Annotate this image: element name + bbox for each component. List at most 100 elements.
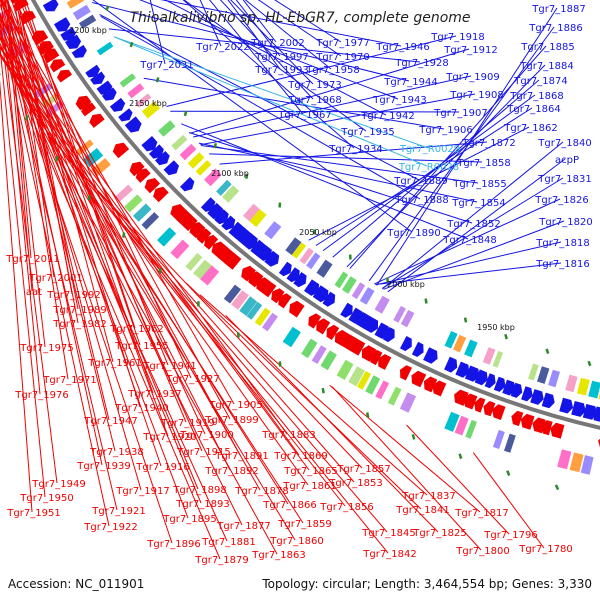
gene-label: Tgr7_1909 [445,72,499,83]
gene-label: Tgr7_1858 [456,158,510,169]
plus-strand-gene [101,87,117,101]
gene-label: Tgr7_1941 [142,361,196,372]
leader-line [166,35,457,107]
leader-line [368,26,555,282]
leader-line [0,12,118,511]
leader-line [7,0,110,421]
leader-line [219,0,314,100]
minus-strand-gene [189,222,206,239]
leader-line [5,0,169,437]
minus-strand-gene [271,288,285,304]
position-tick [411,434,416,440]
category-block [399,392,417,413]
gene-label: Tgr7_1907 [433,108,487,119]
plus-strand-gene [374,322,389,339]
gene-label: Tgr7_1866 [262,500,316,511]
category-block [374,295,390,314]
category-block [179,143,197,161]
gene-label: Tgr7_1895 [162,514,216,525]
category-block [249,209,267,228]
leader-line [186,282,422,510]
leader-line [374,198,561,285]
gene-label: Tgr7_1949 [31,479,85,490]
leader-line [3,0,116,452]
plus-strand-gene [286,267,300,283]
gene-label: Tgr7_1884 [519,61,573,72]
category-block [492,350,504,368]
leader-line [160,0,402,47]
leader-line [7,0,69,380]
gene-label: Tgr7_1886 [528,23,582,34]
leader-line [0,37,228,542]
gene-feature-tracks [0,0,600,475]
gene-label: Tgr7_1879 [194,555,248,566]
category-block [231,290,249,310]
category-block [569,452,584,473]
leader-line [198,142,478,203]
gene-label: Tgr7_1989 [52,305,106,316]
gene-label: Tgr7_1862 [503,123,557,134]
leader-line [230,0,314,85]
leader-line [188,132,473,224]
leader-line [346,64,546,268]
gene-label: Tgr7_1826 [534,195,588,206]
leader-line [16,0,114,363]
category-block [444,331,458,349]
minus-strand-gene [38,41,54,55]
position-tick [554,484,560,491]
position-tick [105,5,110,11]
gene-label: Tgr7_1796 [483,530,537,541]
category-block [66,0,85,9]
leader-line [0,15,241,456]
plus-strand-gene [118,108,133,122]
minus-strand-gene [350,339,366,356]
gene-label: Tgr7_1918 [430,32,484,43]
gene-label: Tgr7_1912 [443,45,497,56]
leader-line [1,0,162,467]
minus-strand-gene [43,48,60,64]
minus-strand-gene [289,300,305,318]
plus-strand-gene [155,151,170,166]
category-block [492,429,505,449]
minus-strand-gene [218,247,235,264]
gene-label: Tgr7_1928 [394,58,448,69]
plus-strand-gene [278,261,292,277]
gene-label: Tgr7_1908 [449,90,503,101]
leader-line [0,0,41,395]
leader-line [201,145,479,184]
plus-strand-gene [464,365,480,382]
leader-line [383,220,565,290]
category-block [193,259,213,280]
category-block [464,339,478,358]
category-block [400,309,415,328]
leader-line [0,21,110,527]
leader-line [11,0,141,408]
plus-strand-gene [474,369,488,386]
leader-line [170,110,460,113]
gene-label: Tgr7_1942 [360,111,414,122]
plus-strand-gene [593,406,600,422]
plus-strand-gene [541,392,555,409]
minus-strand-gene [81,103,96,117]
leader-line [406,424,510,535]
category-block [365,375,381,395]
leader-line [0,79,33,513]
category-block [187,152,205,169]
plus-strand-gene [571,401,586,417]
category-block [264,221,282,240]
gene-label: aat [26,287,42,298]
category-block [299,247,314,265]
gene-label: Tgr7_1857 [336,464,390,475]
gene-label: Tgr7_1958 [305,65,359,76]
plus-strand-gene [502,379,516,396]
leader-line [2,0,206,435]
position-tick [365,412,370,418]
category-block [453,334,467,353]
leader-line [4,0,46,348]
category-block [75,139,94,156]
category-block [91,158,111,177]
plus-strand-gene [293,272,307,288]
gene-label: Tgr7_1922 [83,522,137,533]
minus-strand-gene [89,113,105,128]
plus-strand-gene [423,347,438,364]
